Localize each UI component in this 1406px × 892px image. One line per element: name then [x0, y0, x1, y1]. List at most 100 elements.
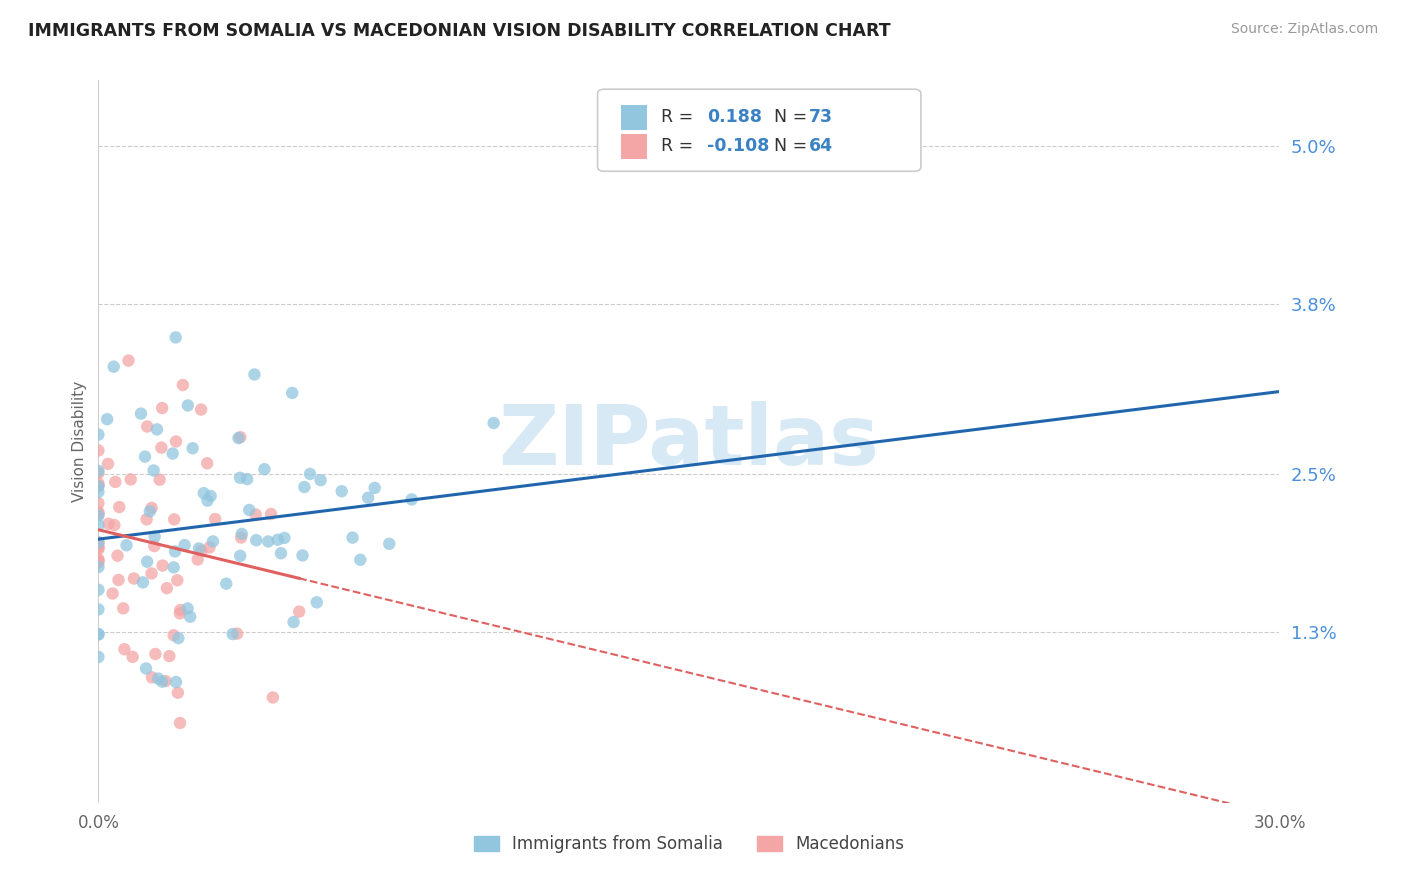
Macedonians — [87, 539, 110, 553]
Immigrants from Somalia — [238, 503, 260, 517]
Immigrants from Somalia — [253, 462, 276, 476]
Text: R =: R = — [661, 108, 699, 126]
Macedonians — [135, 512, 157, 526]
Macedonians — [156, 581, 179, 595]
Immigrants from Somalia — [181, 442, 204, 456]
Immigrants from Somalia — [215, 576, 238, 591]
Immigrants from Somalia — [270, 546, 292, 560]
Macedonians — [87, 556, 110, 570]
Macedonians — [107, 573, 129, 587]
Legend: Immigrants from Somalia, Macedonians: Immigrants from Somalia, Macedonians — [467, 828, 911, 860]
Immigrants from Somalia — [87, 649, 110, 664]
Immigrants from Somalia — [188, 541, 211, 556]
Immigrants from Somalia — [87, 479, 110, 493]
Immigrants from Somalia — [150, 674, 173, 689]
Immigrants from Somalia — [228, 431, 250, 445]
Text: N =: N = — [763, 137, 813, 155]
Macedonians — [187, 552, 209, 566]
Macedonians — [204, 512, 226, 526]
Text: R =: R = — [661, 137, 699, 155]
Macedonians — [141, 670, 163, 684]
Text: Source: ZipAtlas.com: Source: ZipAtlas.com — [1230, 22, 1378, 37]
Macedonians — [169, 607, 191, 621]
Immigrants from Somalia — [243, 368, 266, 382]
Immigrants from Somalia — [162, 446, 184, 460]
Immigrants from Somalia — [179, 609, 201, 624]
Text: IMMIGRANTS FROM SOMALIA VS MACEDONIAN VISION DISABILITY CORRELATION CHART: IMMIGRANTS FROM SOMALIA VS MACEDONIAN VI… — [28, 22, 891, 40]
Immigrants from Somalia — [221, 627, 243, 641]
Macedonians — [87, 476, 110, 491]
Macedonians — [245, 508, 267, 522]
Immigrants from Somalia — [132, 575, 155, 590]
Macedonians — [104, 475, 127, 489]
Macedonians — [163, 512, 186, 526]
Macedonians — [101, 586, 124, 600]
Text: ZIPatlas: ZIPatlas — [499, 401, 879, 482]
Immigrants from Somalia — [142, 463, 165, 477]
Immigrants from Somalia — [87, 602, 110, 616]
Immigrants from Somalia — [283, 615, 305, 629]
Macedonians — [155, 673, 177, 688]
Immigrants from Somalia — [177, 399, 200, 413]
Macedonians — [143, 539, 166, 553]
Macedonians — [87, 466, 110, 480]
Macedonians — [97, 457, 120, 471]
Macedonians — [87, 507, 110, 521]
Macedonians — [141, 566, 163, 581]
Immigrants from Somalia — [357, 491, 380, 505]
Immigrants from Somalia — [165, 675, 187, 690]
Macedonians — [87, 479, 110, 493]
Macedonians — [87, 505, 110, 519]
Immigrants from Somalia — [167, 631, 190, 645]
Immigrants from Somalia — [176, 601, 198, 615]
Macedonians — [103, 518, 125, 533]
Immigrants from Somalia — [87, 582, 110, 597]
Macedonians — [229, 430, 252, 444]
Immigrants from Somalia — [245, 533, 267, 548]
Immigrants from Somalia — [103, 359, 125, 374]
Immigrants from Somalia — [305, 595, 328, 609]
Macedonians — [167, 686, 190, 700]
Immigrants from Somalia — [163, 544, 186, 558]
Immigrants from Somalia — [257, 534, 280, 549]
Immigrants from Somalia — [378, 537, 401, 551]
Macedonians — [226, 626, 249, 640]
Macedonians — [136, 419, 159, 434]
Immigrants from Somalia — [193, 486, 215, 500]
Macedonians — [87, 443, 110, 458]
Macedonians — [87, 553, 110, 567]
Macedonians — [121, 649, 143, 664]
Immigrants from Somalia — [482, 416, 505, 430]
Immigrants from Somalia — [200, 489, 222, 503]
Immigrants from Somalia — [401, 492, 423, 507]
Macedonians — [165, 434, 187, 449]
Macedonians — [141, 500, 163, 515]
Macedonians — [87, 541, 110, 556]
Macedonians — [150, 441, 173, 455]
Macedonians — [112, 601, 135, 615]
Macedonians — [260, 507, 283, 521]
Immigrants from Somalia — [229, 549, 252, 563]
Immigrants from Somalia — [87, 560, 110, 574]
Macedonians — [87, 541, 110, 555]
Macedonians — [87, 535, 110, 549]
Immigrants from Somalia — [87, 535, 110, 549]
Immigrants from Somalia — [236, 472, 259, 486]
Macedonians — [149, 473, 172, 487]
Immigrants from Somalia — [87, 485, 110, 500]
Immigrants from Somalia — [146, 422, 169, 436]
Immigrants from Somalia — [291, 549, 314, 563]
Text: 0.188: 0.188 — [707, 108, 762, 126]
Macedonians — [229, 531, 252, 545]
Immigrants from Somalia — [330, 484, 353, 499]
Macedonians — [122, 572, 145, 586]
Y-axis label: Vision Disability: Vision Disability — [72, 381, 87, 502]
Immigrants from Somalia — [342, 531, 364, 545]
Immigrants from Somalia — [87, 427, 110, 442]
Macedonians — [107, 549, 129, 563]
Macedonians — [166, 574, 188, 588]
Immigrants from Somalia — [87, 627, 110, 641]
Immigrants from Somalia — [143, 530, 166, 544]
Macedonians — [108, 500, 131, 514]
Immigrants from Somalia — [134, 450, 156, 464]
